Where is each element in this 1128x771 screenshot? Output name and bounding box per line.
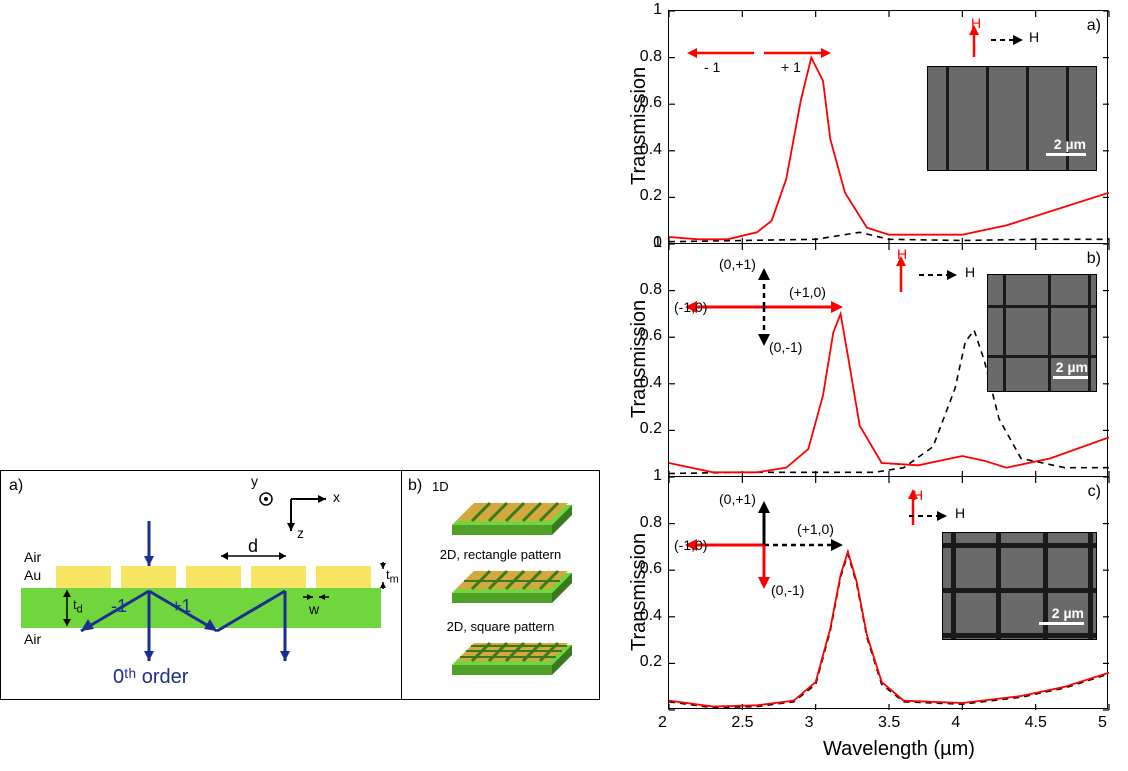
panel-c-label: c) (1088, 483, 1101, 501)
dim-tm-label: tm (386, 567, 399, 586)
ytick: 0.2 (640, 653, 662, 671)
h-black-c-label: H (955, 505, 965, 521)
left-panel-a: a) y x z Air Au SiNₓ Air (1, 471, 401, 699)
xtick: 2.5 (731, 714, 753, 732)
h-black-a-label: H (1029, 29, 1039, 45)
ytick: 0.6 (640, 327, 662, 345)
right-transmission-figure: a) H H - 1 + 1 2 µm (608, 0, 1128, 771)
ytick: 0.8 (640, 514, 662, 532)
p10-b: (+1,0) (789, 284, 826, 300)
panel-c: c) H H (-1,0) (+1,0) (0,+1) (0,-1) (668, 476, 1108, 709)
ytick: 0.2 (640, 420, 662, 438)
panel-b-label: b) (1087, 250, 1101, 268)
m01-b: (0,-1) (769, 339, 802, 355)
m10-b: (-1,0) (674, 299, 707, 315)
ytick: 0.8 (640, 48, 662, 66)
xtick: 3 (805, 714, 814, 732)
x-axis-label: x (333, 489, 340, 505)
sem-a: 2 µm (927, 66, 1097, 171)
xlabel: Wavelength (µm) (823, 738, 975, 761)
xtick: 3.5 (878, 714, 900, 732)
h-black-c (907, 507, 953, 525)
order-plus1: +1 (171, 596, 192, 617)
y-axis-label: y (251, 473, 258, 489)
xtick: 5 (1098, 714, 1107, 732)
panel-a-label: a) (1087, 17, 1101, 35)
h-red-c-label: H (913, 487, 923, 503)
stack-square-label: 2D, square pattern (402, 619, 599, 634)
h-black-a (989, 31, 1029, 49)
ytick: 0.6 (640, 560, 662, 578)
xtick: 2 (658, 714, 667, 732)
left-panel-b: b) 1D 2D, rectangle pattern (401, 471, 599, 699)
m10-c: (-1,0) (674, 537, 707, 553)
order-minus1: -1 (111, 596, 127, 617)
xtick: 4.5 (1025, 714, 1047, 732)
ytick: 0.2 (640, 187, 662, 205)
ytick: 0.4 (640, 374, 662, 392)
stack-square (442, 635, 572, 685)
ytick: 0.6 (640, 94, 662, 112)
sem-c: 2 µm (942, 532, 1097, 640)
p01-c: (0,+1) (719, 491, 756, 507)
stack-1d-label: 1D (432, 479, 449, 494)
sem-b: 2 µm (987, 274, 1097, 392)
p01-b: (0,+1) (719, 256, 756, 272)
ytick: 0.4 (640, 141, 662, 159)
m01-c: (0,-1) (771, 582, 804, 598)
ylabel-c: Transmission (628, 533, 651, 651)
panel-label-a-left: a) (9, 477, 23, 495)
ylabel-b: Transmission (628, 300, 651, 418)
xtick: 4 (951, 714, 960, 732)
h-red-a-label: H (971, 15, 981, 31)
ylabel-a: Transmission (628, 67, 651, 185)
h-red-b-label: H (897, 246, 907, 262)
sem-a-scale: 2 µm (1054, 136, 1086, 152)
h-black-b-label: H (965, 264, 975, 280)
ytick: 0.8 (640, 281, 662, 299)
plus1-a: + 1 (781, 59, 801, 75)
ytick: 0.4 (640, 607, 662, 625)
sem-c-scale: 2 µm (1052, 605, 1084, 621)
p10-c: (+1,0) (797, 521, 834, 537)
ytick: 1 (653, 1, 662, 19)
stack-1d (442, 495, 572, 545)
panel-label-b-left: b) (408, 477, 422, 495)
stack-rect (442, 563, 572, 613)
h-black-b (917, 266, 963, 284)
left-schematic-figure: a) y x z Air Au SiNₓ Air (0, 470, 600, 700)
ytick: 1 (653, 234, 662, 252)
minus1-a: - 1 (704, 59, 720, 75)
sem-b-scale: 2 µm (1056, 359, 1088, 375)
ytick: 1 (653, 467, 662, 485)
diffraction-rays (21, 521, 381, 681)
panel-a: a) H H - 1 + 1 2 µm (668, 10, 1108, 243)
stack-rect-label: 2D, rectangle pattern (402, 547, 599, 562)
pm1-arrows-a (679, 41, 839, 71)
panel-b: b) H H (-1,0) (+1,0) (0,+1) (0,-1) (668, 243, 1108, 476)
order-zero: 0ᵗʰ order (113, 666, 188, 689)
